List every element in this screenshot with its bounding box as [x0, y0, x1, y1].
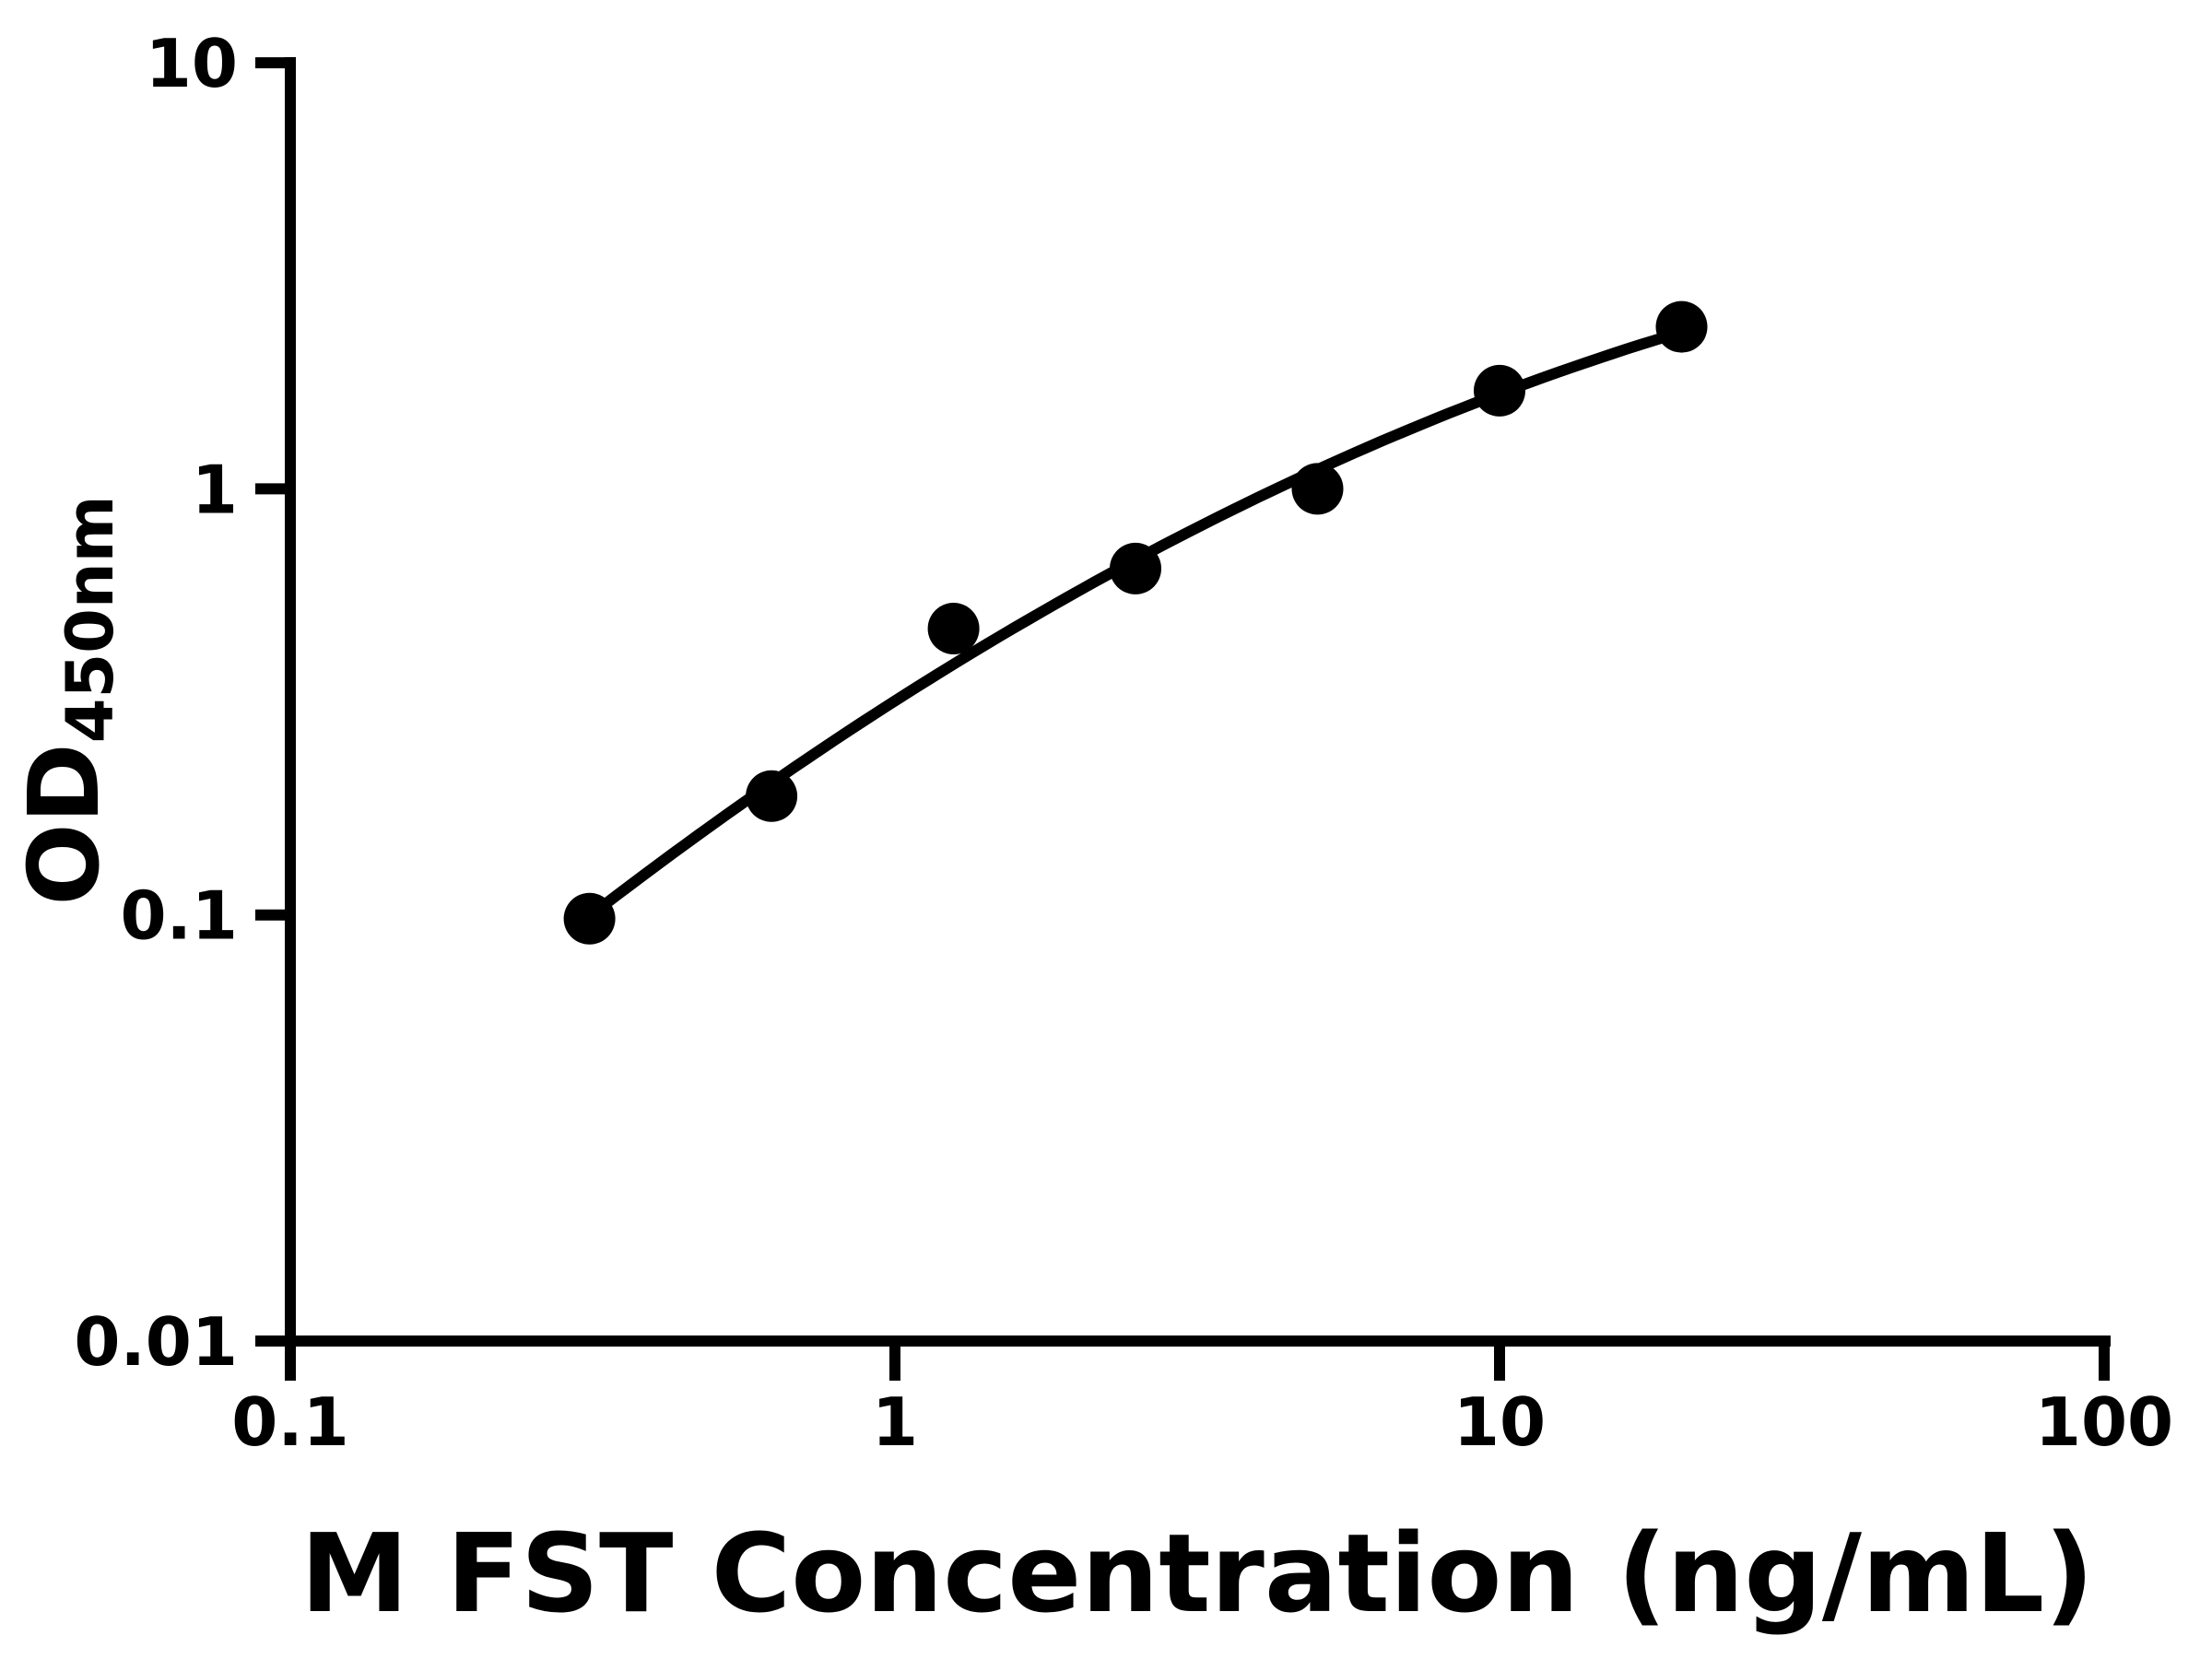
x-tick-label: 1 — [872, 1383, 918, 1461]
x-axis-tick-labels: 0.1 1 10 100 — [231, 1383, 2173, 1461]
y-axis-title: OD450nm — [8, 495, 128, 905]
axes — [255, 57, 2111, 1381]
x-tick-label: 100 — [2035, 1383, 2173, 1461]
y-axis-ticks — [255, 57, 290, 1347]
data-point — [1110, 542, 1161, 594]
y-axis-title-main: OD — [8, 743, 121, 905]
data-points — [563, 300, 1708, 945]
x-tick-label: 10 — [1453, 1383, 1546, 1461]
y-axis-title-subscript: 450nm — [53, 495, 128, 743]
y-tick-label: 0.1 — [120, 877, 238, 955]
x-tick-label: 0.1 — [231, 1383, 349, 1461]
y-axis-tick-labels: 10 1 0.1 0.01 — [74, 25, 238, 1381]
y-tick-label: 10 — [146, 25, 238, 102]
x-axis-ticks — [285, 1341, 2110, 1381]
fit-curve-line — [583, 326, 1688, 923]
x-axis-title: M FST Concentration (ng/mL) — [300, 1510, 2094, 1637]
data-point — [1474, 364, 1525, 417]
y-tick-label: 1 — [192, 451, 238, 528]
data-point — [927, 603, 980, 654]
y-tick-label: 0.01 — [74, 1303, 238, 1381]
data-point — [1655, 300, 1708, 353]
data-point — [1291, 463, 1344, 515]
data-point — [746, 770, 798, 822]
data-point — [563, 892, 616, 945]
